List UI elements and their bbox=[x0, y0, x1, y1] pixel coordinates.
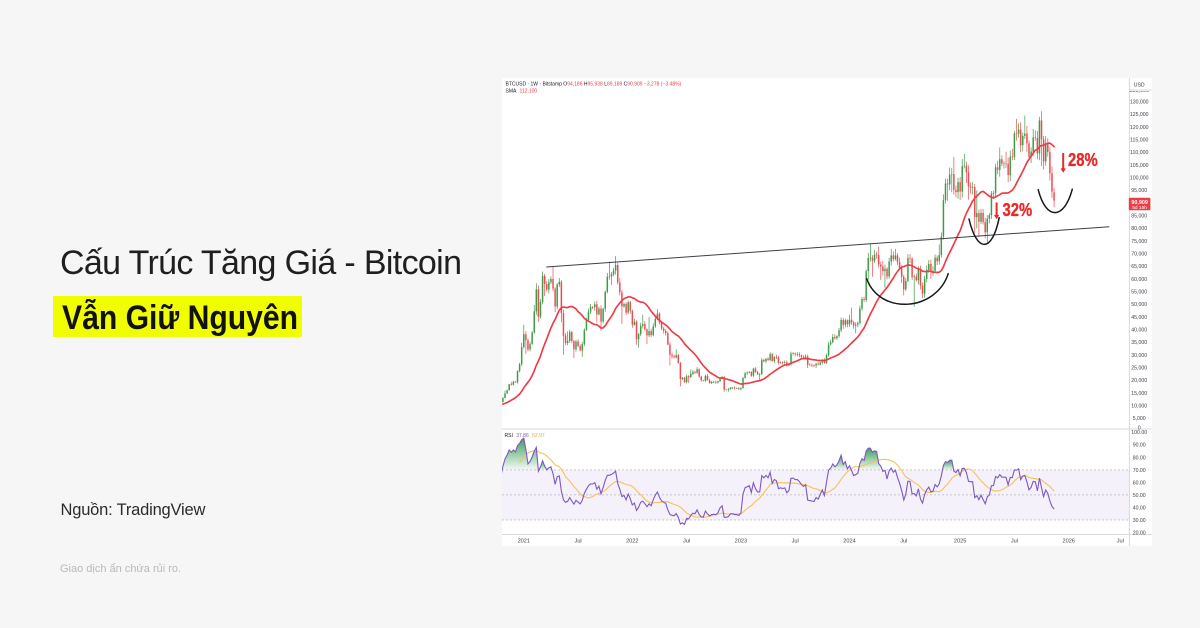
svg-text:5d 15h: 5d 15h bbox=[1132, 205, 1147, 211]
svg-text:32%: 32% bbox=[1003, 199, 1033, 220]
svg-text:115,000: 115,000 bbox=[1130, 138, 1148, 144]
svg-text:70.00: 70.00 bbox=[1133, 468, 1146, 474]
svg-text:Jul: Jul bbox=[792, 539, 799, 545]
svg-text:10,000: 10,000 bbox=[1131, 404, 1147, 410]
svg-text:120,000: 120,000 bbox=[1130, 125, 1149, 131]
svg-text:Jul: Jul bbox=[1117, 539, 1124, 545]
svg-text:30.00: 30.00 bbox=[1133, 518, 1146, 524]
svg-text:RSI 37.86 52.97: RSI 37.86 52.97 bbox=[505, 433, 545, 439]
svg-text:90.00: 90.00 bbox=[1133, 443, 1146, 449]
svg-text:0: 0 bbox=[1138, 425, 1141, 431]
svg-text:80,000: 80,000 bbox=[1131, 226, 1147, 232]
svg-text:100.00: 100.00 bbox=[1131, 430, 1147, 436]
svg-text:60.00: 60.00 bbox=[1133, 480, 1146, 486]
svg-text:135,000: 135,000 bbox=[1129, 88, 1149, 94]
svg-text:35,000: 35,000 bbox=[1131, 340, 1147, 346]
svg-text:65,000: 65,000 bbox=[1131, 264, 1147, 270]
svg-text:28%: 28% bbox=[1068, 149, 1098, 170]
svg-text:2023: 2023 bbox=[735, 539, 747, 545]
svg-text:2022: 2022 bbox=[626, 539, 638, 545]
svg-text:2021: 2021 bbox=[518, 539, 530, 545]
svg-text:90,909: 90,909 bbox=[1131, 200, 1148, 206]
svg-text:30,000: 30,000 bbox=[1131, 353, 1147, 359]
svg-text:45,000: 45,000 bbox=[1131, 315, 1147, 321]
svg-text:Jul: Jul bbox=[683, 539, 690, 545]
svg-text:Jul: Jul bbox=[575, 539, 582, 545]
svg-text:5,000: 5,000 bbox=[1133, 416, 1146, 422]
svg-text:25,000: 25,000 bbox=[1131, 366, 1147, 372]
svg-text:95,000: 95,000 bbox=[1131, 188, 1147, 194]
svg-text:USD: USD bbox=[1134, 82, 1145, 88]
svg-text:50,000: 50,000 bbox=[1131, 302, 1147, 308]
svg-text:SMA 112,100: SMA 112,100 bbox=[506, 89, 538, 95]
svg-text:40,000: 40,000 bbox=[1131, 328, 1147, 334]
svg-text:20,000: 20,000 bbox=[1131, 378, 1147, 384]
svg-text:2025: 2025 bbox=[954, 539, 966, 545]
svg-text:85,000: 85,000 bbox=[1131, 214, 1147, 220]
svg-text:2026: 2026 bbox=[1062, 539, 1074, 545]
svg-text:80.00: 80.00 bbox=[1133, 455, 1146, 461]
svg-text:55,000: 55,000 bbox=[1131, 290, 1147, 296]
svg-text:15,000: 15,000 bbox=[1131, 391, 1147, 397]
svg-text:50.00: 50.00 bbox=[1133, 493, 1146, 499]
svg-text:Jul: Jul bbox=[900, 539, 907, 545]
svg-text:40.00: 40.00 bbox=[1133, 505, 1146, 511]
svg-text:2024: 2024 bbox=[843, 539, 855, 545]
svg-text:125,000: 125,000 bbox=[1130, 112, 1149, 118]
svg-text:Jul: Jul bbox=[1011, 539, 1018, 545]
svg-text:70,000: 70,000 bbox=[1131, 252, 1147, 258]
svg-text:130,000: 130,000 bbox=[1130, 100, 1149, 106]
svg-text:110,000: 110,000 bbox=[1130, 150, 1148, 156]
svg-text:75,000: 75,000 bbox=[1131, 239, 1147, 245]
svg-text:BTCUSD · 1W · Bitstamp O94,186: BTCUSD · 1W · Bitstamp O94,186 H95,938 L… bbox=[506, 82, 682, 88]
svg-text:105,000: 105,000 bbox=[1130, 163, 1149, 169]
svg-text:100,000: 100,000 bbox=[1130, 176, 1149, 182]
svg-text:20.00: 20.00 bbox=[1133, 530, 1146, 536]
svg-text:60,000: 60,000 bbox=[1131, 277, 1147, 283]
